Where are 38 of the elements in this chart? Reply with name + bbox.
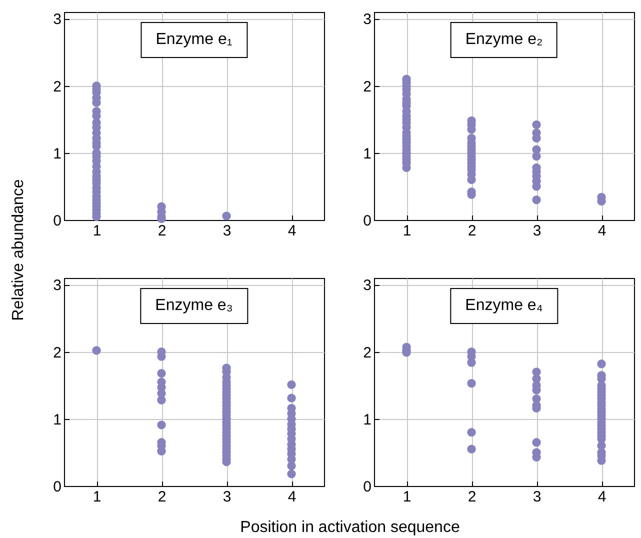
x-tick-label: 2 xyxy=(158,222,166,240)
x-tick-label: 2 xyxy=(468,488,476,506)
y-tick-label: 0 xyxy=(53,478,62,496)
y-tick-label: 1 xyxy=(363,145,372,162)
x-tick-label: 2 xyxy=(468,222,476,240)
x-tick-label: 2 xyxy=(158,488,166,506)
x-tick-label: 1 xyxy=(92,222,102,240)
x-tick-label: 1 xyxy=(402,222,412,240)
y-tick-label: 2 xyxy=(363,78,372,96)
text: Enzyme e₁ xyxy=(140,22,248,58)
x-tick-label: 1 xyxy=(402,488,412,506)
text: Enzyme e₃ xyxy=(140,288,248,324)
y-tick-label: 1 xyxy=(53,145,62,162)
y-tick-label: 1 xyxy=(53,411,62,428)
y-tick-label: 3 xyxy=(53,277,62,294)
x-tick-label: 4 xyxy=(288,222,296,240)
y-tick-label: 3 xyxy=(53,11,62,28)
x-tick-label: 3 xyxy=(532,488,542,506)
y-tick-label: 0 xyxy=(363,478,372,496)
text: Enzyme e₂ xyxy=(450,22,558,58)
y-tick-label: 3 xyxy=(363,277,372,294)
y-tick-label: 1 xyxy=(363,411,372,428)
x-tick-label: 4 xyxy=(288,488,296,506)
y-tick-label: 3 xyxy=(363,11,372,28)
y-tick-label: 2 xyxy=(53,78,62,96)
x-tick-label: 1 xyxy=(92,488,102,506)
y-tick-label: 2 xyxy=(363,344,372,362)
x-tick-label: 4 xyxy=(598,222,606,240)
x-tick-label: 4 xyxy=(598,488,606,506)
y-axis-title: Relative abundance xyxy=(10,179,28,321)
x-axis-title: Position in activation sequence xyxy=(240,519,460,537)
y-tick-label: 0 xyxy=(363,212,372,230)
x-tick-label: 3 xyxy=(222,222,232,240)
x-tick-label: 3 xyxy=(532,222,542,240)
y-tick-label: 0 xyxy=(53,212,62,230)
x-tick-label: 3 xyxy=(222,488,232,506)
y-tick-label: 2 xyxy=(53,344,62,362)
text: Enzyme e₄ xyxy=(450,288,558,324)
